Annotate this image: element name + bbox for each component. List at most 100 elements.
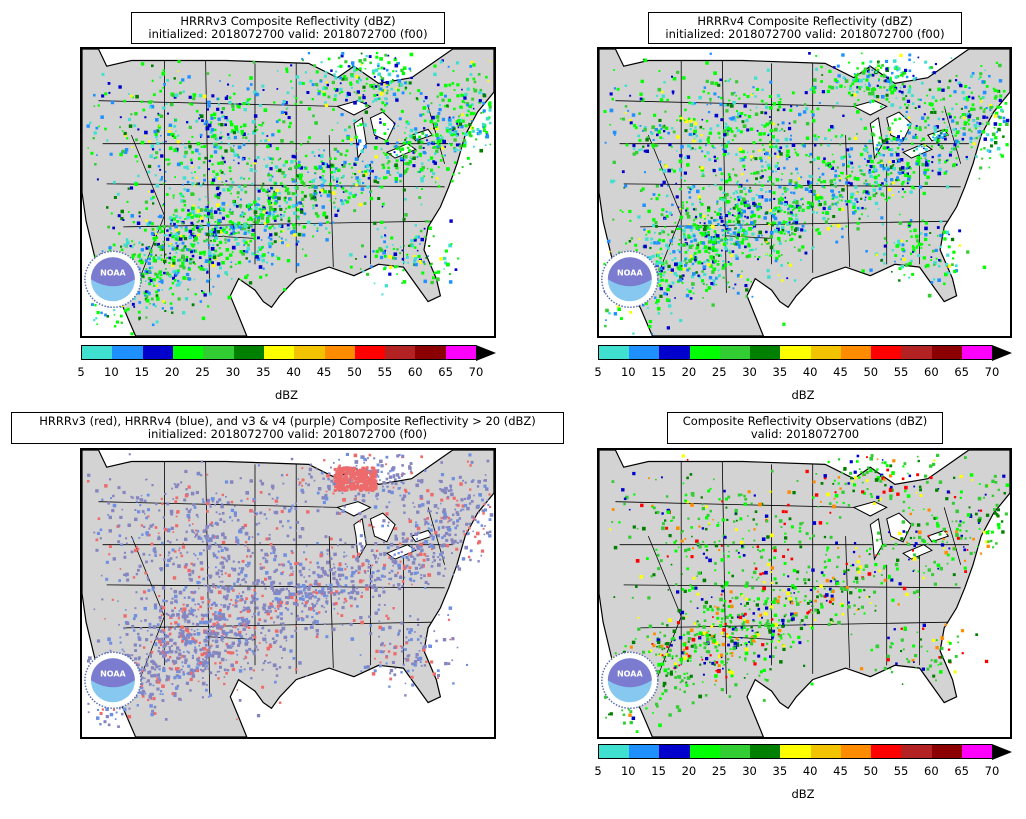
- colorbar-swatch: [901, 745, 932, 758]
- colorbar-swatch: [961, 745, 993, 758]
- great-lake: [852, 100, 888, 116]
- colorbar-tick-label: 30: [742, 764, 757, 778]
- colorbar-swatch: [961, 346, 993, 359]
- colorbar-tick-label: 60: [924, 365, 939, 379]
- map-canvas: NOAA: [599, 450, 1010, 737]
- panel-title-line2: initialized: 2018072700 valid: 201807270…: [147, 427, 428, 441]
- colorbar-swatch: [719, 346, 751, 359]
- colorbar-hrrrv3: 5 10 15 20 25 30 35 40 45 50 55 60 65 70 dBZ: [77, 345, 496, 405]
- colorbar-swatch: [931, 745, 962, 758]
- map-observations-reflectivity: NOAA: [597, 448, 1012, 739]
- colorbar-extend-arrow: [992, 744, 1012, 760]
- colorbar-tick-label: 5: [77, 365, 85, 379]
- colorbar-tick-label: 35: [772, 365, 788, 379]
- reflectivity-field: [603, 52, 1010, 335]
- colorbar-tick-label: 10: [620, 365, 636, 379]
- colorbar-tick-label: 30: [225, 365, 241, 379]
- colorbar-tick-label: 20: [681, 764, 697, 778]
- colorbar-swatch: [112, 346, 143, 359]
- colorbar-tick-label: 30: [742, 365, 757, 379]
- colorbar-tick-label: 65: [438, 365, 453, 379]
- map-canvas: NOAA: [599, 49, 1010, 336]
- colorbar-swatch: [689, 745, 720, 758]
- colorbar-swatch: [445, 346, 477, 359]
- colorbar-tick-label: 70: [984, 764, 1000, 778]
- colorbar-tick-label: 10: [620, 764, 636, 778]
- colorbar-swatch: [840, 745, 872, 758]
- colorbar-tick-label: 15: [651, 365, 666, 379]
- reflectivity-field: [86, 51, 492, 336]
- colorbar-axis-label: dBZ: [791, 787, 815, 801]
- colorbar-tick-label: 45: [833, 764, 848, 778]
- colorbar-swatch: [750, 745, 781, 758]
- colorbar-swatch: [659, 745, 690, 758]
- colorbar-extend-arrow: [476, 345, 496, 361]
- colorbar-swatch: [719, 745, 751, 758]
- map-canvas: NOAA: [82, 450, 494, 737]
- colorbar-tick-label: 55: [893, 365, 909, 379]
- colorbar-swatch: [172, 346, 204, 359]
- colorbar-swatch: [780, 745, 811, 758]
- colorbar-tick-label: 45: [833, 365, 848, 379]
- noaa-logo: NOAA: [601, 250, 659, 309]
- colorbar-swatch: [385, 346, 416, 359]
- noaa-logo: NOAA: [601, 651, 659, 710]
- colorbar-tick-label: 45: [316, 365, 332, 379]
- colorbar-swatches: [81, 345, 477, 360]
- colorbar-tick-label: 35: [772, 764, 788, 778]
- map-canvas: NOAA: [82, 49, 494, 336]
- colorbar-tick-label: 50: [347, 365, 362, 379]
- colorbar-tick-label: 55: [893, 764, 909, 778]
- great-lake: [852, 501, 888, 517]
- panel-title-line1: HRRRv3 (red), HRRRv4 (blue), and v3 & v4…: [39, 414, 536, 428]
- colorbar-swatch: [233, 346, 264, 359]
- colorbar-tick-label: 70: [468, 365, 484, 379]
- colorbar-swatch: [659, 346, 690, 359]
- noaa-logo-text: NOAA: [617, 268, 643, 277]
- colorbar-swatch: [871, 745, 902, 758]
- colorbar-axis-label: dBZ: [274, 388, 299, 402]
- map-hrrrv3-reflectivity: NOAA: [80, 47, 496, 338]
- colorbar-swatch: [901, 346, 932, 359]
- colorbar-tick-label: 60: [924, 764, 939, 778]
- colorbar-swatch: [263, 346, 295, 359]
- colorbar-swatch: [810, 346, 841, 359]
- colorbar-extend-arrow: [992, 345, 1012, 361]
- colorbar-swatch: [599, 346, 630, 359]
- colorbar-tick-label: 55: [377, 365, 393, 379]
- great-lake: [902, 544, 933, 560]
- noaa-logo-text: NOAA: [100, 669, 126, 678]
- colorbar-tick-label: 5: [594, 764, 602, 778]
- colorbar-tick-label: 25: [711, 764, 727, 778]
- noaa-logo: NOAA: [84, 651, 142, 710]
- colorbar-swatch: [750, 346, 781, 359]
- colorbar-swatch: [931, 346, 962, 359]
- colorbar-swatch: [203, 346, 234, 359]
- panel-title-line2: valid: 2018072700: [750, 427, 860, 441]
- colorbar-swatch: [840, 346, 872, 359]
- colorbar-swatch: [294, 346, 325, 359]
- panel-title-line2: initialized: 2018072700 valid: 201807270…: [665, 27, 945, 41]
- great-lake: [336, 100, 372, 116]
- map-overlap-reflectivity: NOAA: [80, 448, 496, 739]
- colorbar-swatch: [629, 346, 660, 359]
- panel-title-observations: Composite Reflectivity Observations (dBZ…: [667, 412, 943, 444]
- great-lake: [927, 529, 950, 543]
- great-lake: [336, 501, 372, 517]
- panel-title-line2: initialized: 2018072700 valid: 201807270…: [148, 27, 428, 41]
- colorbar-swatch: [599, 745, 630, 758]
- colorbar-axis-label: dBZ: [791, 388, 815, 402]
- colorbar-tick-label: 50: [863, 365, 879, 379]
- great-lake: [869, 518, 884, 561]
- colorbar-swatch: [415, 346, 446, 359]
- panel-title-line1: HRRRv3 Composite Reflectivity (dBZ): [180, 14, 396, 28]
- colorbar-tick-label: 40: [802, 764, 818, 778]
- colorbar-tick-label: 65: [954, 764, 970, 778]
- colorbar-swatches: [598, 744, 993, 759]
- noaa-logo-text: NOAA: [100, 268, 126, 277]
- panel-title-hrrrv4: HRRRv4 Composite Reflectivity (dBZ) init…: [648, 12, 962, 44]
- noaa-logo: NOAA: [84, 250, 142, 309]
- colorbar-tick-label: 25: [711, 365, 727, 379]
- colorbar-tick-label: 40: [802, 365, 818, 379]
- colorbar-tick-label: 35: [255, 365, 271, 379]
